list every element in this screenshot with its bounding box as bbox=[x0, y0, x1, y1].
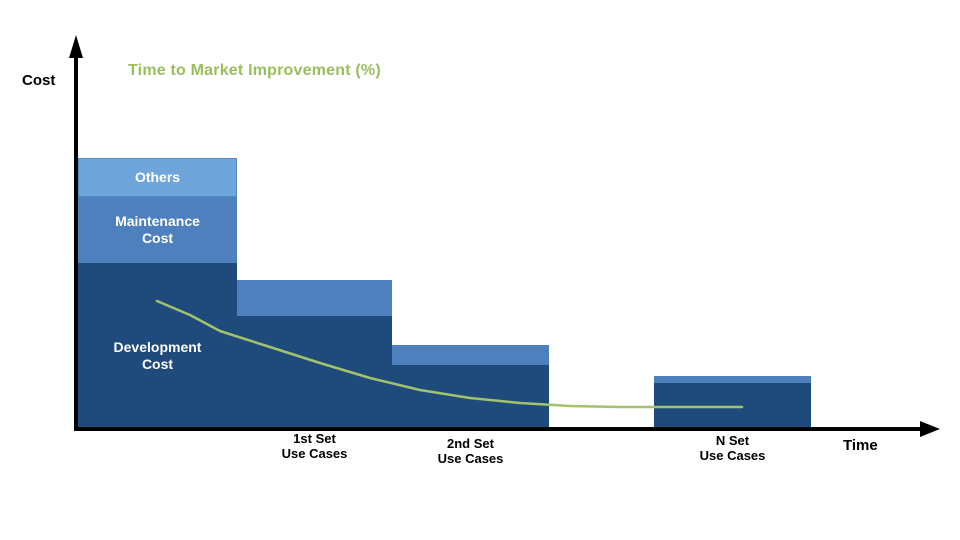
others-segment-label: Others bbox=[134, 169, 181, 185]
xtick-2nd-set-line2: Use Cases bbox=[437, 451, 504, 466]
bar-2-maintenance-segment bbox=[237, 280, 392, 316]
y-axis-label: Cost bbox=[22, 72, 56, 89]
development-label-line1: Development bbox=[113, 339, 202, 355]
bar-1-maintenance-segment bbox=[78, 197, 237, 263]
x-axis-label: Time bbox=[843, 437, 878, 454]
bar-4-maintenance-segment bbox=[654, 376, 811, 383]
bar-4-development-segment bbox=[654, 383, 811, 427]
xtick-n-set-line2: Use Cases bbox=[699, 448, 766, 463]
bar-3-development-segment bbox=[392, 365, 549, 427]
xtick-1st-set-line1: 1st Set bbox=[293, 431, 336, 446]
chart-title: Time to Market Improvement (%) bbox=[128, 62, 381, 79]
bar-1-others-segment bbox=[78, 158, 237, 197]
bar-3-maintenance-segment bbox=[392, 345, 549, 365]
xtick-n-set-line1: N Set bbox=[715, 433, 750, 448]
maintenance-segment-label: Maintenance Cost bbox=[79, 197, 236, 263]
xtick-1st-set-line2: Use Cases bbox=[281, 446, 348, 461]
xtick-2nd-set: 2nd Set Use Cases bbox=[392, 436, 549, 466]
xtick-n-set: N Set Use Cases bbox=[654, 433, 811, 463]
xtick-1st-set: 1st Set Use Cases bbox=[237, 431, 392, 461]
development-segment-label: Development Cost bbox=[79, 339, 236, 373]
development-label-line2: Cost bbox=[141, 356, 174, 372]
xtick-2nd-set-line1: 2nd Set bbox=[447, 436, 494, 451]
maintenance-label-line1: Maintenance bbox=[115, 213, 200, 229]
maintenance-label-line2: Cost bbox=[141, 230, 174, 246]
bar-2-development-segment bbox=[237, 316, 392, 427]
